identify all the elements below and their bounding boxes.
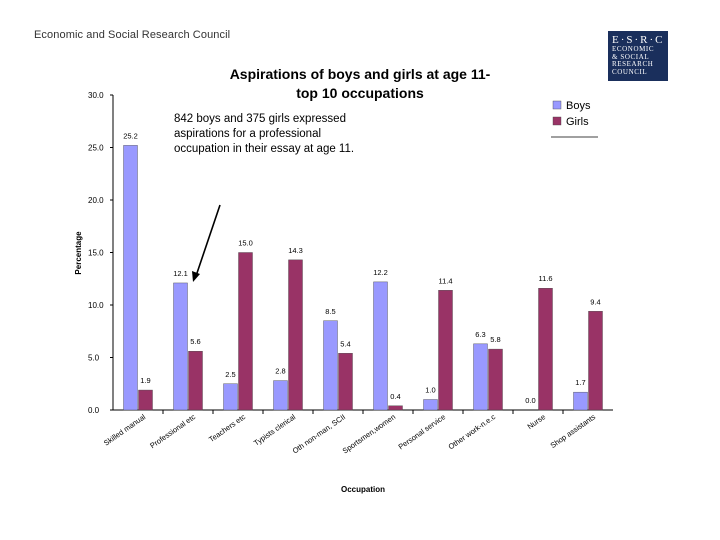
bar-boys <box>573 391 588 411</box>
logo-top-text: E·S·R·C <box>612 34 665 46</box>
category-label: Sportsmen,women <box>341 412 397 455</box>
bar-boys <box>473 343 488 411</box>
bar-girls <box>588 311 603 411</box>
data-label: 5.8 <box>490 335 500 344</box>
bar-boys <box>373 281 388 411</box>
data-label: 9.4 <box>590 297 600 306</box>
category-label: Teachers etc <box>207 412 247 444</box>
bar-boys <box>123 145 138 411</box>
legend-swatch-girls <box>552 116 562 126</box>
data-label: 5.6 <box>190 337 200 346</box>
y-tick-label: 0.0 <box>88 406 100 415</box>
data-label: 11.6 <box>538 274 552 283</box>
y-tick-label: 10.0 <box>88 301 104 310</box>
y-tick-label: 20.0 <box>88 196 104 205</box>
bar-girls <box>538 288 553 411</box>
data-label: 8.5 <box>325 307 335 316</box>
data-label: 25.2 <box>123 131 138 140</box>
data-label: 0.0 <box>525 396 535 405</box>
y-tick-label: 30.0 <box>88 91 104 100</box>
chart-annotation: 842 boys and 375 girls expressed aspirat… <box>174 113 355 155</box>
data-label: 1.7 <box>575 378 585 387</box>
legend-label-girls: Girls <box>566 116 589 128</box>
data-label: 12.2 <box>373 268 388 277</box>
bar-boys <box>323 320 338 411</box>
bar-boys <box>173 282 188 411</box>
data-label: 1.9 <box>140 376 150 385</box>
data-label: 15.0 <box>238 239 253 248</box>
legend-swatch-boys <box>552 100 562 110</box>
category-label: Nurse <box>526 412 548 431</box>
y-tick-label: 5.0 <box>88 354 100 363</box>
category-label: Shop assistants <box>549 412 598 450</box>
x-axis-title: Occupation <box>341 485 385 494</box>
data-label: 14.3 <box>288 246 303 255</box>
data-label: 0.4 <box>390 392 400 401</box>
bar-girls <box>438 290 453 411</box>
bar-girls <box>138 389 153 411</box>
chart-title-line: top 10 occupations <box>296 85 424 101</box>
category-label: Oth non-man, SCII <box>291 412 347 455</box>
data-label: 5.4 <box>340 339 350 348</box>
logo-line: & SOCIAL <box>612 52 650 61</box>
data-label: 2.8 <box>275 367 285 376</box>
bar-girls <box>338 353 353 411</box>
chart-title: Aspirations of boys and girls at age 11-… <box>190 65 530 103</box>
category-label: Other work-n.e.c <box>447 412 498 451</box>
bar-girls <box>288 259 303 411</box>
bar-girls <box>188 351 203 411</box>
legend-label-boys: Boys <box>566 100 591 112</box>
chart-title-line: Aspirations of boys and girls at age 11- <box>229 66 491 82</box>
bar-girls <box>488 348 503 411</box>
category-label: Typists clerical <box>252 412 297 448</box>
bar-girls <box>388 405 403 411</box>
y-axis-title: Percentage <box>74 231 83 275</box>
annotation-arrowhead <box>192 271 200 282</box>
category-label: Personal service <box>397 412 448 451</box>
data-label: 1.0 <box>425 386 435 395</box>
category-label: Skilled manual <box>102 412 147 448</box>
bar-boys <box>223 383 238 411</box>
logo-line: COUNCIL <box>612 67 648 76</box>
logo-line: RESEARCH <box>612 60 654 68</box>
esrc-logo: E·S·R·C ECONOMIC & SOCIAL RESEARCH COUNC… <box>608 31 668 81</box>
org-name: Economic and Social Research Council <box>34 29 231 41</box>
data-label: 6.3 <box>475 330 485 339</box>
y-tick-label: 25.0 <box>88 144 104 153</box>
category-label: Professional etc <box>148 412 197 450</box>
bar-boys <box>423 399 438 411</box>
logo-line: ECONOMIC <box>612 45 655 53</box>
data-label: 12.1 <box>173 269 188 278</box>
bar-boys <box>273 380 288 411</box>
bar-girls <box>238 252 253 411</box>
y-tick-label: 15.0 <box>88 249 104 258</box>
annotation-arrow <box>195 204 221 277</box>
data-label: 11.4 <box>438 276 452 285</box>
data-label: 2.5 <box>225 370 235 379</box>
